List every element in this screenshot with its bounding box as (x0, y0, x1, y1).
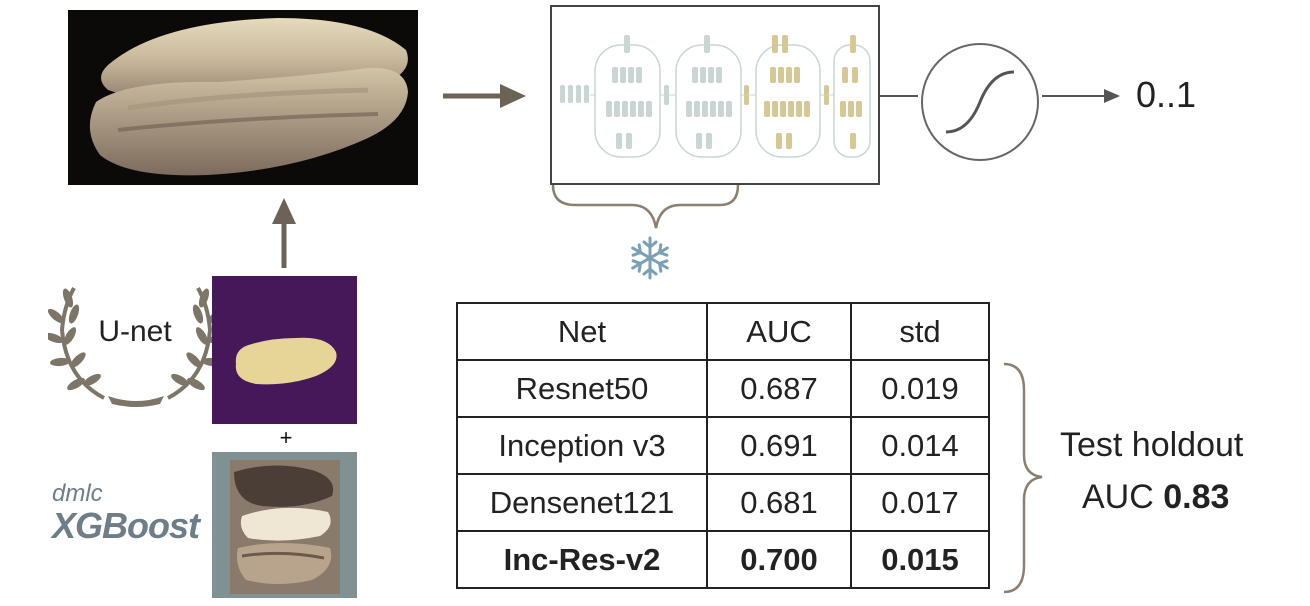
network-diagram (550, 5, 880, 185)
segmentation-mask (212, 276, 357, 424)
cell-auc: 0.691 (706, 416, 852, 475)
holdout-auc: AUC 0.83 (1082, 478, 1229, 517)
xgboost-input-photo (212, 452, 357, 598)
cell-auc: 0.681 (706, 473, 852, 532)
cell-std: 0.014 (850, 416, 990, 475)
cell-std: 0.019 (850, 359, 990, 418)
cell-auc: 0.700 (706, 530, 852, 589)
network-module-2 (675, 35, 742, 158)
xgboost-logo: XGBoost (52, 505, 200, 546)
plus-sign: + (279, 425, 293, 450)
sigmoid-to-output-arrow (1042, 89, 1120, 103)
network-brace (551, 184, 740, 229)
network-module-4 (833, 35, 871, 158)
photo-to-network-arrow (443, 84, 526, 108)
holdout-auc-value: 0.83 (1163, 478, 1230, 516)
snowflake-icon (631, 236, 669, 280)
cell-net: Inception v3 (456, 416, 708, 475)
network-module-3 (755, 35, 821, 158)
cell-std: 0.015 (850, 530, 990, 589)
cell-net: Densenet121 (456, 473, 708, 532)
unet-label: U-net (98, 315, 172, 348)
xgboost-logo-prefix: dmlc (52, 480, 103, 507)
header-auc: AUC (706, 302, 852, 361)
holdout-auc-label: AUC (1082, 478, 1164, 516)
output-label: 0..1 (1136, 74, 1197, 115)
table-header-row: Net AUC std (456, 302, 990, 361)
sigmoid-icon (921, 43, 1039, 161)
results-table: Net AUC std Resnet50 0.687 0.019 Incepti… (456, 302, 990, 589)
holdout-title: Test holdout (1060, 426, 1244, 464)
header-net: Net (456, 302, 708, 361)
cell-auc: 0.687 (706, 359, 852, 418)
header-std: std (850, 302, 990, 361)
table-row: Inception v3 0.691 0.014 (456, 416, 990, 475)
table-row: Resnet50 0.687 0.019 (456, 359, 990, 418)
cell-std: 0.017 (850, 473, 990, 532)
segmented-photo (68, 10, 418, 185)
mask-to-photo-arrow (272, 198, 296, 268)
cell-net: Resnet50 (456, 359, 708, 418)
table-row: Densenet121 0.681 0.017 (456, 473, 990, 532)
results-brace (1003, 362, 1043, 594)
network-module-1 (594, 35, 661, 158)
cell-net: Inc-Res-v2 (456, 530, 708, 589)
table-row-best: Inc-Res-v2 0.700 0.015 (456, 530, 990, 589)
